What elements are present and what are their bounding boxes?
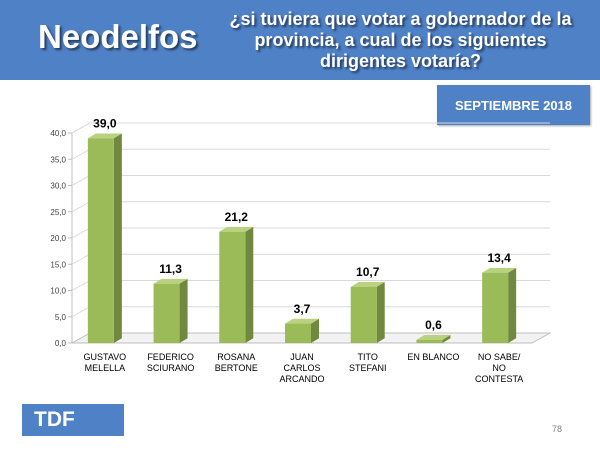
category-label: EN BLANCO [407,352,459,362]
category-label-line: CARLOS [283,363,320,373]
question-line-3: dirigentes votaría? [319,51,482,71]
bar-side [113,133,122,343]
y-tick-label: 35,0 [50,155,66,164]
bar-side [311,318,319,343]
y-tick-label: 0,0 [55,339,67,348]
category-label-line: EN BLANCO [407,352,459,362]
y-tick-label: 40,0 [50,129,66,138]
gridline [71,148,550,160]
y-tick-label: 15,0 [50,260,66,269]
bar [416,335,451,343]
bar-side [245,226,254,343]
bar [87,133,122,343]
y-tick-label: 10,0 [50,287,66,296]
bar-front [482,272,509,343]
data-label: 10,7 [356,265,380,279]
category-label: TITO STEFANI [349,352,387,373]
bar-side [179,278,188,343]
category-label-line: BERTONE [215,363,258,373]
date-badge: SEPTIEMBRE 2018 [437,85,590,125]
bar-top [285,318,319,324]
bar-top [416,335,451,340]
data-label: 39,0 [93,116,117,130]
data-label: 11,3 [159,262,182,276]
brand-title: Neodelfos [38,18,198,55]
bar-top [219,226,254,232]
category-label-line: NO [492,363,506,373]
question-text: ¿si tuviera que votar a gobernador de la… [208,9,593,72]
data-label: 0,6 [425,318,442,332]
gridline [71,175,550,186]
data-label: 13,4 [487,251,511,265]
y-tick-label: 25,0 [50,208,66,217]
category-label-line: FEDERICO [147,352,194,362]
category-label-line: STEFANI [349,363,387,373]
bar [153,278,188,343]
data-label: 3,7 [294,302,311,316]
data-label: 21,2 [225,210,249,224]
bar-front [350,286,377,343]
y-tick-label: 30,0 [50,182,66,191]
bar-top [350,282,385,287]
category-label-line: MELELLA [85,363,126,373]
gridline [71,122,550,134]
category-label-line: JUAN [290,352,314,362]
bar-front [87,138,114,343]
bar [285,318,319,343]
category-label-line: ROSANA [217,352,255,362]
bar-top [87,133,122,139]
question-line-2: provincia, a cual de los siguientes [254,30,547,50]
bar-side [442,335,451,343]
bar [482,267,517,343]
bar [219,226,254,343]
bar [350,282,385,343]
bar-side [508,267,517,343]
category-label: GUSTAVO MELELLA [84,352,127,373]
bar-top [153,278,188,284]
gridline [71,227,550,239]
category-label-line: SCIURANO [147,363,195,373]
y-tick-label: 20,0 [50,234,66,243]
page-number: 78 [552,424,563,434]
gridline [71,253,550,265]
gridline [71,280,550,291]
header-banner: Neodelfos ¿si tuviera que votar a gobern… [0,0,600,80]
category-label: FEDERICO SCIURANO [147,352,195,373]
category-label: ROSANA BERTONE [215,352,258,373]
question-line-1: ¿si tuviera que votar a gobernador de la [229,9,572,29]
gridline [71,201,550,213]
y-tick-label: 5,0 [55,313,67,322]
bar-side [376,282,385,343]
category-label-line: NO SABE/ [478,352,521,362]
tdf-badge: TDF [22,404,124,436]
bar-front [153,283,180,343]
category-label-line: ARCANDO [279,374,324,384]
category-label: JUAN CARLOS ARCANDO [279,352,324,384]
gridline [71,306,550,318]
bar-front [285,323,311,343]
category-label-line: CONTESTA [475,374,523,384]
category-label-line: GUSTAVO [84,352,127,362]
bar-front [219,231,246,343]
bar-front [416,339,443,343]
category-label-line: TITO [358,352,378,362]
bar-top [482,267,517,273]
category-label: NO SABE/NO CONTESTA [475,352,523,384]
